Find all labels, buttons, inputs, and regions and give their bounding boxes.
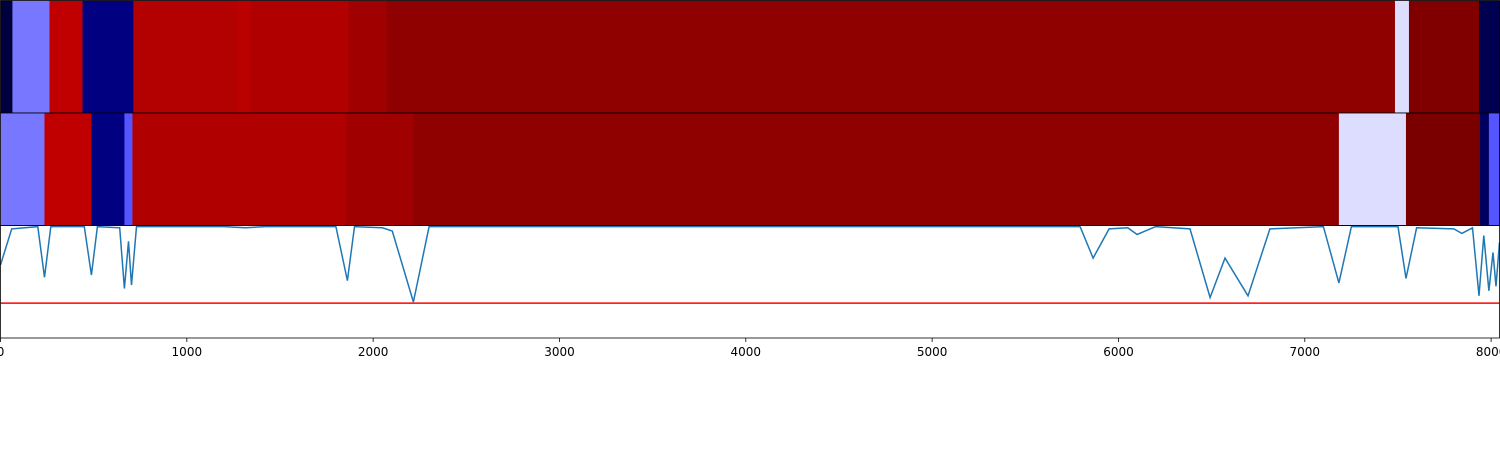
- x-tick-label: 0: [0, 345, 4, 359]
- heatmap-cell: [1394, 0, 1410, 113]
- x-tick-label: 5000: [917, 345, 948, 359]
- heatmap-cell: [0, 0, 13, 113]
- panel-frame: [0, 225, 1500, 339]
- x-tick-label: 1000: [172, 345, 203, 359]
- heatmap-cell: [1405, 113, 1481, 226]
- x-tick-label: 6000: [1103, 345, 1134, 359]
- x-tick-label: 8000: [1476, 345, 1500, 359]
- heatmap-cell: [346, 113, 414, 226]
- x-tick-label: 3000: [544, 345, 575, 359]
- heatmap-cell: [49, 0, 83, 113]
- heatmap-cell: [1488, 113, 1500, 226]
- heatmap-cell: [386, 0, 1396, 113]
- heatmap-cell: [91, 113, 125, 226]
- heatmap-cell: [1408, 0, 1480, 113]
- x-tick-label: 2000: [358, 345, 389, 359]
- heatmap-cell: [124, 113, 133, 226]
- series-line: [0, 225, 1500, 303]
- heatmap-cell: [0, 113, 45, 226]
- heatmap-cell: [1479, 0, 1500, 113]
- heatmap-cell: [1479, 113, 1490, 226]
- heatmap-cell: [132, 113, 347, 226]
- heatmap-cell: [12, 0, 51, 113]
- x-tick-label: 7000: [1290, 345, 1321, 359]
- heatmap-cell: [237, 0, 251, 113]
- heatmap-cell: [348, 0, 387, 113]
- heatmap-cell: [1338, 113, 1407, 226]
- heatmap-cell: [133, 0, 238, 113]
- heatmap-cell: [413, 113, 1340, 226]
- heatmap-cell: [250, 0, 349, 113]
- heatmap-cell: [82, 0, 134, 113]
- heatmap-cell: [44, 113, 92, 226]
- x-tick-label: 4000: [731, 345, 762, 359]
